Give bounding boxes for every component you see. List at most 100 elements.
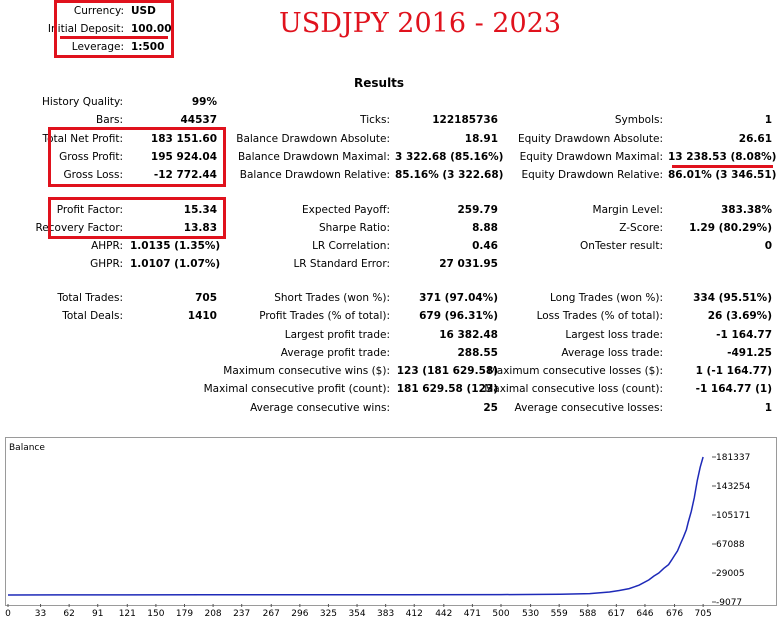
ahpr-label: AHPR: <box>91 240 123 252</box>
max-consecutive-losses-label: Maximum consecutive losses ($): <box>487 365 663 377</box>
x-tick-label: 530 <box>522 609 539 618</box>
average-consecutive-losses-label: Average consecutive losses: <box>514 402 663 414</box>
x-tick-label: 179 <box>176 609 193 618</box>
x-tick-label: 442 <box>435 609 452 618</box>
average-profit-trade-label: Average profit trade: <box>280 347 390 359</box>
margin-level-label: Margin Level: <box>592 204 663 216</box>
y-axis-ticks: 181337 143254 105171 67088 29005 -9077 <box>712 453 751 608</box>
average-loss-trade-value: -491.25 <box>727 347 772 359</box>
maximal-consecutive-profit-value: 181 629.58 (123) <box>396 383 498 395</box>
balance-drawdown-maximal-value: 3 322.68 (85.16%) <box>395 151 504 163</box>
initial-deposit-value: 100.00 <box>131 23 172 35</box>
symbols-value: 1 <box>764 114 772 126</box>
equity-drawdown-relative-label: Equity Drawdown Relative: <box>521 169 663 181</box>
long-trades-value: 334 (95.51%) <box>693 292 772 304</box>
ahpr-value: 1.0135 (1.35%) <box>130 240 221 252</box>
total-net-profit-value: 183 151.60 <box>150 133 217 145</box>
recovery-factor-label: Recovery Factor: <box>35 222 123 234</box>
max-consecutive-wins-value: 123 (181 629.58) <box>396 365 498 377</box>
initial-deposit-underline <box>60 36 168 39</box>
loss-trades-value: 26 (3.69%) <box>707 310 772 322</box>
total-net-profit-label: Total Net Profit: <box>42 133 123 145</box>
average-loss-trade-label: Average loss trade: <box>561 347 663 359</box>
currency-value: USD <box>131 5 156 17</box>
results-heading: Results <box>354 76 405 90</box>
x-tick-label: 121 <box>119 609 136 618</box>
z-score-value: 1.29 (80.29%) <box>689 222 772 234</box>
chart-title: Balance <box>9 443 45 453</box>
y-tick-label: 29005 <box>716 569 745 579</box>
balance-drawdown-relative-label: Balance Drawdown Relative: <box>239 169 390 181</box>
average-profit-trade-value: 288.55 <box>457 347 498 359</box>
balance-drawdown-absolute-label: Balance Drawdown Absolute: <box>236 133 390 145</box>
average-consecutive-wins-label: Average consecutive wins: <box>250 402 390 414</box>
profit-factor-value: 15.34 <box>183 204 217 216</box>
equity-drawdown-maximal-value: 13 238.53 (8.08%) <box>668 151 777 163</box>
x-tick-label: 62 <box>63 609 74 618</box>
profit-trades-value: 679 (96.31%) <box>419 310 498 322</box>
equity-drawdown-relative-value: 86.01% (3 346.51) <box>668 169 777 181</box>
x-tick-label: 471 <box>464 609 481 618</box>
short-trades-value: 371 (97.04%) <box>419 292 498 304</box>
balance-drawdown-relative-value: 85.16% (3 322.68) <box>395 169 504 181</box>
profit-trades-label: Profit Trades (% of total): <box>259 310 390 322</box>
bars-value: 44537 <box>180 114 217 126</box>
z-score-label: Z-Score: <box>619 222 663 234</box>
average-consecutive-wins-value: 25 <box>483 402 498 414</box>
equity-drawdown-underline <box>672 165 773 168</box>
x-tick-label: 33 <box>35 609 46 618</box>
sharpe-ratio-value: 8.88 <box>472 222 498 234</box>
gross-profit-label: Gross Profit: <box>59 151 123 163</box>
balance-drawdown-absolute-value: 18.91 <box>464 133 498 145</box>
recovery-factor-value: 13.83 <box>183 222 217 234</box>
x-tick-label: 646 <box>636 609 653 618</box>
y-tick-label: 181337 <box>716 453 750 463</box>
lr-correlation-value: 0.46 <box>472 240 498 252</box>
sharpe-ratio-label: Sharpe Ratio: <box>318 222 390 234</box>
bars-label: Bars: <box>96 114 123 126</box>
ghpr-value: 1.0107 (1.07%) <box>130 258 221 270</box>
x-tick-label: 0 <box>5 609 11 618</box>
leverage-value: 1:500 <box>131 41 165 53</box>
history-quality-value: 99% <box>191 96 217 108</box>
average-consecutive-losses-value: 1 <box>764 402 772 414</box>
margin-level-value: 383.38% <box>720 204 772 216</box>
lr-standard-error-value: 27 031.95 <box>439 258 498 270</box>
equity-drawdown-maximal-label: Equity Drawdown Maximal: <box>519 151 663 163</box>
equity-drawdown-absolute-label: Equity Drawdown Absolute: <box>517 133 663 145</box>
x-tick-label: 676 <box>666 609 683 618</box>
x-tick-label: 705 <box>695 609 712 618</box>
x-tick-label: 383 <box>377 609 394 618</box>
y-tick-label: 67088 <box>716 540 745 550</box>
short-trades-label: Short Trades (won %): <box>274 292 390 304</box>
largest-loss-trade-value: -1 164.77 <box>716 329 772 341</box>
y-tick-label: 143254 <box>716 482 751 492</box>
x-tick-label: 354 <box>348 609 365 618</box>
maximal-consecutive-profit-label: Maximal consecutive profit (count): <box>203 383 390 395</box>
total-deals-value: 1410 <box>187 310 217 322</box>
lr-standard-error-label: LR Standard Error: <box>293 258 390 270</box>
x-tick-label: 559 <box>551 609 568 618</box>
ontester-result-value: 0 <box>764 240 772 252</box>
balance-line <box>7 456 704 596</box>
largest-loss-trade-label: Largest loss trade: <box>565 329 663 341</box>
x-tick-label: 208 <box>204 609 221 618</box>
gross-profit-value: 195 924.04 <box>150 151 217 163</box>
ticks-label: Ticks: <box>360 114 390 126</box>
history-quality-label: History Quality: <box>42 96 123 108</box>
profit-highlight-box <box>48 127 226 187</box>
largest-profit-trade-label: Largest profit trade: <box>284 329 390 341</box>
symbols-label: Symbols: <box>614 114 663 126</box>
x-axis-ticks: 0 33 62 91 121 150 179 208 237 267 296 325 354 383 412… <box>5 604 712 618</box>
x-tick-label: 91 <box>92 609 103 618</box>
expected-payoff-value: 259.79 <box>457 204 498 216</box>
loss-trades-label: Loss Trades (% of total): <box>536 310 663 322</box>
largest-profit-trade-value: 16 382.48 <box>439 329 498 341</box>
x-tick-label: 150 <box>147 609 164 618</box>
balance-chart <box>5 437 777 606</box>
currency-label: Currency: <box>73 5 124 17</box>
lr-correlation-label: LR Correlation: <box>312 240 390 252</box>
x-tick-label: 500 <box>492 609 509 618</box>
settings-highlight-box <box>54 0 174 58</box>
